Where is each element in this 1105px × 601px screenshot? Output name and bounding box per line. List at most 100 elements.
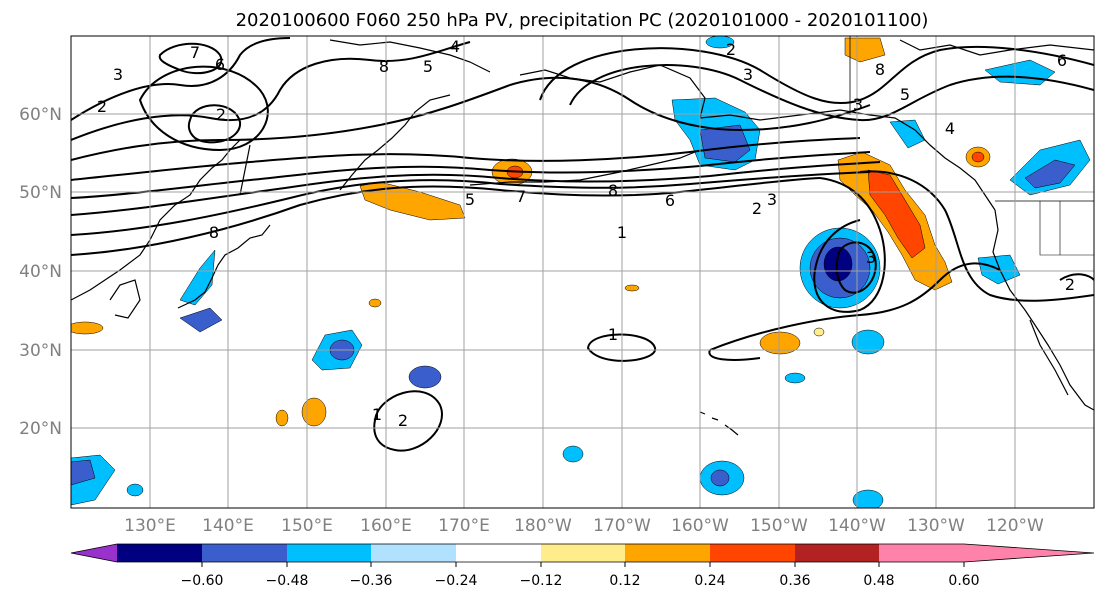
- pv-contour-8: [71, 37, 291, 121]
- pv-contour-11: [158, 42, 223, 75]
- figure-title: 2020100600 F060 250 hPa PV, precipitatio…: [236, 10, 929, 31]
- contour-label: 2: [398, 411, 408, 430]
- pv-contour-9: [138, 65, 269, 152]
- pv-contour-20: [373, 390, 443, 452]
- precip-neg-small-a: [126, 483, 144, 497]
- colorbar-tick-label: −0.12: [520, 573, 563, 589]
- colorbar-tick-label: 0.48: [863, 573, 894, 589]
- contour-label: 2: [726, 40, 736, 59]
- pv-contour-19: [586, 333, 656, 362]
- coast-us-west: [992, 209, 1094, 411]
- precip-neg-subtropic-3-inner: [710, 469, 730, 487]
- colorbar-bin: [371, 544, 456, 562]
- precip-pos-west-small-1: [301, 397, 327, 427]
- lon-label: 150°E: [281, 516, 333, 536]
- precip-neg-subtropic-5: [562, 445, 584, 463]
- pv-contour-15: [859, 170, 1094, 302]
- colorbar: −0.60 −0.48 −0.36 −0.24 −0.12 0.12 0.24 …: [70, 543, 1095, 589]
- contour-label: 6: [215, 55, 225, 74]
- precip-pos-west-edge: [71, 321, 104, 335]
- lon-label: 130°W: [907, 516, 965, 536]
- colorbar-bin: [287, 544, 371, 562]
- lon-label: 140°E: [202, 516, 254, 536]
- precip-neg-japan: [179, 249, 216, 306]
- pv-contour-13: [569, 64, 1094, 122]
- lon-axis: 130°E 140°E 150°E 160°E 170°E 180°W 170°…: [124, 516, 1044, 536]
- contour-label: 2: [1065, 275, 1075, 294]
- precip-neg-japan-south: [179, 307, 223, 333]
- coast-asia: [71, 139, 250, 301]
- pv-contour-1: [71, 177, 821, 256]
- lat-label: 20°N: [19, 419, 62, 439]
- colorbar-bin: [710, 544, 795, 562]
- coast-siberia-north: [329, 39, 491, 73]
- pv-contours: [71, 37, 1094, 452]
- colorbar-ticks: [201, 562, 965, 567]
- colorbar-bin: [202, 544, 287, 562]
- pv-contour-10: [187, 104, 242, 144]
- coast-japan: [177, 224, 271, 309]
- contour-label: 6: [665, 191, 675, 210]
- contour-label-group: 7 6 3 2 2 8 8 5 4 2 3 5 7 8 6 2 3 1 8 5 …: [97, 37, 1075, 430]
- coast-korea: [109, 279, 141, 319]
- colorbar-bin: [879, 544, 964, 562]
- precip-pos-west-small-2: [275, 409, 289, 427]
- precip-pos-small-c: [368, 298, 382, 308]
- hawaii-islands: [699, 411, 739, 436]
- coast-aleutians: [469, 149, 701, 186]
- pv-contour-7: [71, 41, 471, 141]
- lat-label: 30°N: [19, 341, 62, 361]
- precip-neg-small-b: [705, 36, 735, 49]
- coast-sakhalin: [239, 144, 251, 196]
- contour-label: 3: [866, 248, 876, 267]
- lon-label: 140°W: [828, 516, 886, 536]
- precip-neg-core-ne-pacific: [823, 246, 853, 282]
- precip-neg-subtropic-7: [852, 489, 884, 508]
- pv-contour-6: [71, 76, 871, 161]
- lat-axis: 60°N 50°N 40°N 30°N 20°N: [19, 105, 62, 439]
- contour-label: 8: [379, 57, 389, 76]
- contour-label: 8: [608, 181, 618, 200]
- contour-label: 2: [97, 97, 107, 116]
- pv-contour-4: [71, 151, 871, 199]
- pv-contour-12: [539, 45, 1094, 105]
- contour-label: 3: [853, 95, 863, 114]
- precip-neg-west-pacific-2: [408, 365, 442, 389]
- colorbar-tick-label: 0.60: [948, 573, 979, 589]
- pv-contour-21: [1059, 273, 1094, 281]
- contour-label: 1: [608, 325, 618, 344]
- lon-label: 160°W: [671, 516, 729, 536]
- contour-label: 3: [113, 65, 123, 84]
- precip-pos-central-east: [759, 331, 801, 355]
- pv-contour-16: [835, 241, 877, 294]
- colorbar-tick-label: 0.24: [694, 573, 725, 589]
- colorbar-tick-label: −0.48: [266, 573, 309, 589]
- precip-neg-sw-corner-inner: [71, 459, 96, 486]
- colorbar-tick-label: −0.60: [181, 573, 224, 589]
- lon-label: 150°W: [750, 516, 808, 536]
- contour-label: 2: [216, 105, 226, 124]
- colorbar-bin: [456, 544, 541, 562]
- lon-label: 160°E: [360, 516, 412, 536]
- lon-label: 130°E: [124, 516, 176, 536]
- contour-label: 5: [900, 85, 910, 104]
- precip-pos-bc-inner: [971, 151, 985, 163]
- contour-label: 4: [450, 37, 460, 56]
- colorbar-tick-label: −0.36: [350, 573, 393, 589]
- precip-pos-north-gulf: [844, 37, 886, 63]
- contour-label: 3: [767, 190, 777, 209]
- graticule: [71, 36, 1094, 508]
- colorbar-outline: [70, 543, 1095, 563]
- coast-mainland-north: [899, 39, 1094, 56]
- coast-baja: [1029, 319, 1069, 396]
- contour-label: 4: [945, 119, 955, 138]
- lat-label: 60°N: [19, 105, 62, 125]
- contour-label: 5: [465, 190, 475, 209]
- map-frame: [70, 35, 1095, 509]
- pv-contour-5: [71, 137, 861, 181]
- precip-pos-small-e: [813, 327, 825, 337]
- precip-neg-subtropic-4: [851, 329, 885, 355]
- pv-contour-14: [813, 177, 886, 313]
- contour-label: 8: [875, 60, 885, 79]
- contour-label: 6: [1057, 51, 1067, 70]
